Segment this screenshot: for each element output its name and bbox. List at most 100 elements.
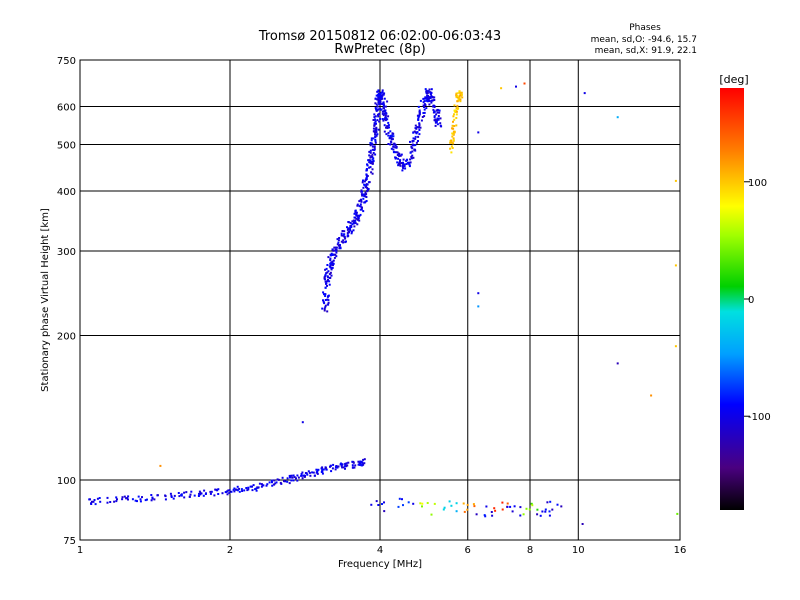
bottom-band-point bbox=[462, 502, 465, 505]
o-trace-point bbox=[329, 262, 332, 265]
o-trace-point bbox=[409, 151, 412, 154]
x-axis-label: Frequency [MHz] bbox=[338, 559, 422, 570]
o-trace-point bbox=[425, 99, 428, 102]
e-layer-point bbox=[325, 468, 328, 471]
e-layer-point bbox=[301, 471, 304, 474]
o-trace-point bbox=[375, 109, 378, 112]
y-tick-labels: 75 100 200 300 400 500 600 750 bbox=[57, 56, 76, 547]
o-trace-point bbox=[383, 110, 386, 113]
x-trace-point bbox=[456, 92, 459, 95]
o-trace-point bbox=[376, 133, 379, 136]
e-layer-point bbox=[209, 490, 212, 493]
e-layer-point bbox=[286, 480, 289, 483]
o-trace-point bbox=[382, 101, 385, 104]
e-layer-point bbox=[256, 486, 259, 489]
o-trace-point bbox=[329, 266, 332, 269]
x-trace-point bbox=[450, 145, 453, 148]
o-trace-point bbox=[423, 106, 425, 108]
e-layer-point bbox=[221, 492, 224, 495]
o-trace-point bbox=[438, 109, 441, 112]
bottom-band-point bbox=[548, 514, 551, 517]
o-trace-point bbox=[384, 105, 387, 108]
e-layer-point bbox=[115, 500, 118, 503]
e-layer-point bbox=[344, 465, 346, 468]
o-trace-point bbox=[364, 179, 367, 181]
o-trace-point bbox=[324, 299, 327, 301]
e-layer-point bbox=[170, 496, 173, 498]
o-trace-point bbox=[403, 165, 406, 168]
x-tick-label: 16 bbox=[674, 545, 687, 556]
bottom-band-point bbox=[548, 510, 551, 513]
e-layer-point bbox=[258, 482, 261, 485]
o-trace-point bbox=[433, 99, 436, 101]
o-trace-point bbox=[357, 216, 360, 219]
o-trace-point bbox=[332, 249, 335, 252]
x-trace-point bbox=[451, 147, 454, 149]
bottom-band-point bbox=[556, 503, 559, 506]
x-trace-point bbox=[450, 151, 453, 154]
o-trace-point bbox=[371, 172, 374, 175]
o-trace-point bbox=[433, 116, 436, 119]
o-trace-point bbox=[345, 240, 347, 243]
o-trace-point bbox=[403, 163, 406, 166]
e-layer-point bbox=[296, 479, 299, 482]
o-trace-point bbox=[324, 306, 327, 309]
o-trace-point bbox=[368, 166, 371, 169]
x-trace-point bbox=[452, 137, 455, 140]
x-trace-point bbox=[455, 124, 458, 127]
bottom-band-point bbox=[463, 510, 466, 513]
o-trace-point bbox=[335, 251, 338, 254]
o-trace-point bbox=[414, 137, 417, 140]
e-layer-point bbox=[198, 492, 200, 495]
e-layer-point bbox=[344, 467, 346, 470]
o-trace-point bbox=[402, 167, 405, 170]
x-trace-point bbox=[456, 104, 459, 107]
o-trace-point bbox=[349, 224, 352, 227]
o-trace-point bbox=[402, 161, 404, 164]
e-layer-point bbox=[295, 477, 297, 480]
o-trace-point bbox=[398, 154, 401, 157]
e-layer-point bbox=[180, 494, 183, 497]
o-trace-point bbox=[399, 164, 402, 167]
e-layer-point bbox=[303, 474, 306, 477]
o-trace-point bbox=[347, 227, 350, 230]
e-layer-point bbox=[233, 490, 236, 493]
o-trace-point bbox=[344, 237, 347, 240]
x-trace-point bbox=[457, 107, 460, 110]
e-layer-point bbox=[125, 497, 128, 500]
e-layer-point bbox=[262, 484, 265, 487]
o-trace-point bbox=[426, 100, 429, 103]
o-trace-point bbox=[399, 159, 401, 162]
o-trace-point bbox=[360, 193, 363, 196]
o-trace-point bbox=[369, 144, 372, 147]
e-layer-point bbox=[190, 490, 193, 493]
e-layer-point bbox=[271, 484, 274, 487]
o-trace-point bbox=[371, 162, 374, 165]
o-trace-point bbox=[362, 210, 365, 213]
plot-frame bbox=[79, 59, 681, 541]
o-trace-point bbox=[371, 145, 374, 148]
o-trace-point bbox=[329, 257, 332, 260]
o-trace-point bbox=[374, 153, 377, 156]
o-trace-point bbox=[365, 196, 368, 198]
o-trace-point bbox=[358, 205, 361, 208]
o-trace-point bbox=[360, 189, 363, 192]
o-trace-point bbox=[408, 165, 411, 168]
x-tick-label: 8 bbox=[527, 545, 533, 556]
o-trace-point bbox=[378, 101, 381, 104]
e-layer-point bbox=[252, 484, 255, 487]
bottom-band-point bbox=[421, 502, 424, 505]
e-layer-point bbox=[92, 500, 95, 503]
o-trace-point bbox=[322, 291, 325, 294]
e-layer-point bbox=[302, 474, 305, 477]
o-trace-point bbox=[333, 246, 336, 249]
e-layer-point bbox=[307, 470, 310, 473]
bottom-band-point bbox=[544, 508, 547, 511]
x-trace-point bbox=[459, 98, 462, 101]
x-tick-label: 1 bbox=[77, 545, 83, 556]
o-trace-point bbox=[416, 131, 419, 134]
e-layer-point bbox=[136, 500, 138, 503]
o-trace-point bbox=[366, 190, 369, 193]
bottom-band-point bbox=[433, 502, 436, 505]
o-trace-point bbox=[371, 168, 374, 171]
